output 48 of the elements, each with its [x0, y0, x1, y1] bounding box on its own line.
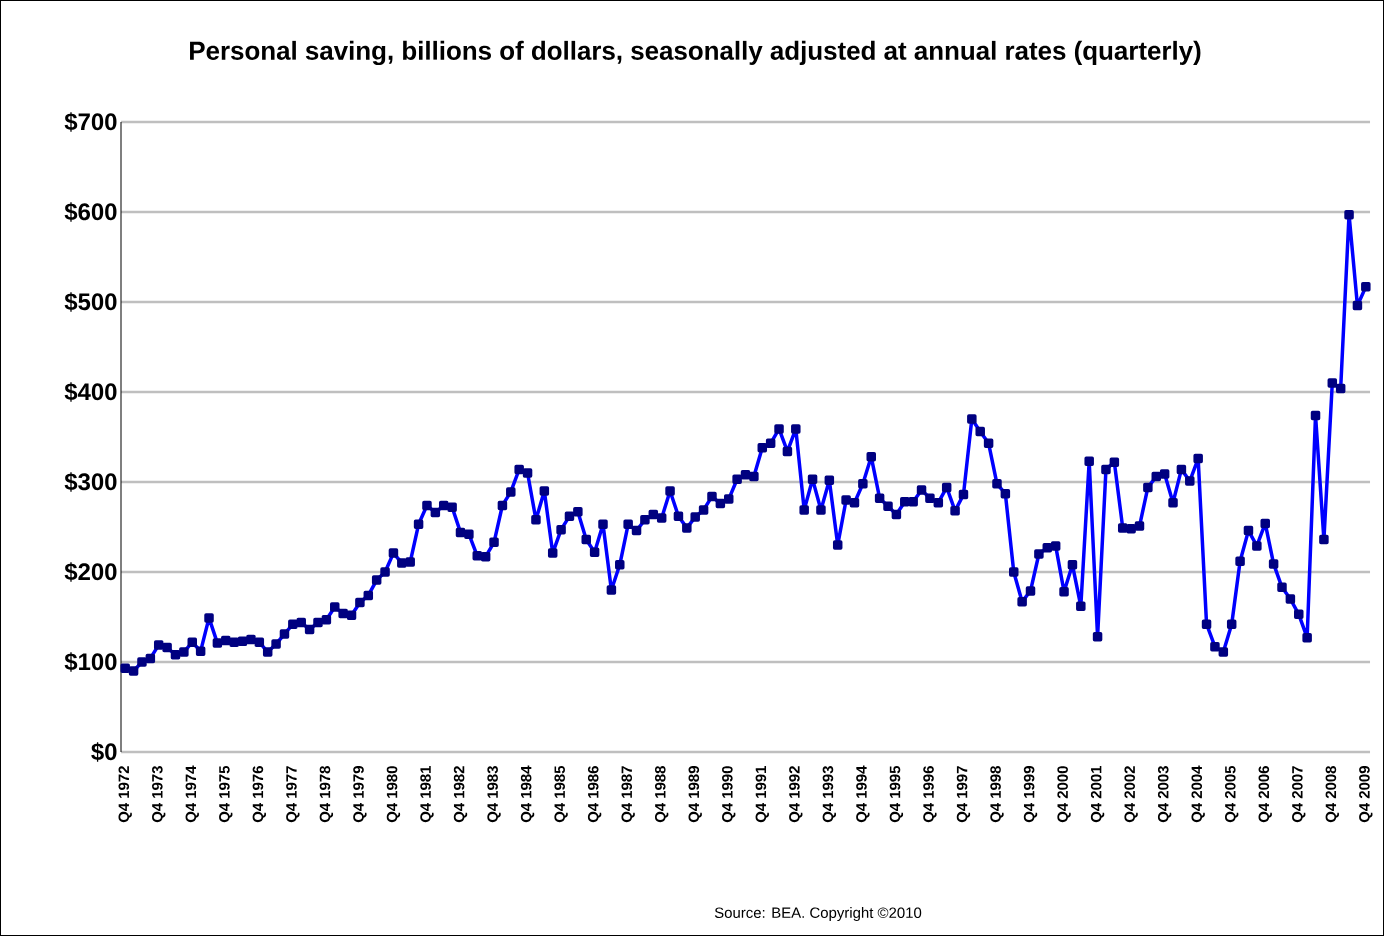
x-tick-label: Q4 1975 — [219, 765, 233, 823]
x-tick-label: Q4 2006 — [1258, 766, 1272, 823]
y-tick-label: $200 — [64, 562, 117, 582]
x-tick-label: Q4 1996 — [923, 766, 937, 823]
x-tick-label: Q4 1994 — [856, 765, 870, 823]
x-tick-label: Q4 2004 — [1191, 765, 1205, 823]
x-tick-label: Q4 1982 — [453, 766, 468, 823]
x-tick-label: Q4 2000 — [1057, 766, 1071, 823]
x-tick-label: Q4 1972 — [118, 766, 132, 823]
x-tick-label: Q4 1984 — [520, 765, 535, 823]
x-tick-label: Q4 1993 — [822, 766, 837, 823]
x-tick-label: Q4 1995 — [889, 765, 904, 823]
x-tick-label: Q4 1978 — [319, 766, 334, 823]
x-tick-label: Q4 1987 — [621, 766, 635, 823]
x-tick-label: Q4 1990 — [722, 766, 736, 823]
y-tick-label: $700 — [64, 112, 117, 132]
x-tick-label: Q4 1999 — [1023, 766, 1038, 823]
x-tick-label: Q4 1976 — [252, 766, 266, 823]
x-tick-label: Q4 1980 — [386, 766, 401, 823]
x-tick-label: Q4 1992 — [789, 766, 803, 823]
x-tick-label: Q4 1973 — [152, 766, 166, 823]
x-tick-label: Q4 1981 — [420, 765, 434, 823]
x-tick-label: Q4 2002 — [1124, 766, 1138, 823]
x-tick-label: Q4 2007 — [1292, 766, 1306, 823]
x-tick-label: Q4 2003 — [1157, 766, 1172, 823]
y-tick-label: $500 — [64, 292, 117, 312]
x-tick-label: Q4 1979 — [353, 766, 367, 823]
x-tick-label: Q4 2008 — [1325, 766, 1339, 823]
x-tick-label: Q4 1977 — [286, 766, 300, 823]
y-tick-label: $600 — [64, 202, 117, 222]
x-tick-label: Q4 1974 — [185, 765, 199, 823]
x-tick-label: Q4 2009 — [1359, 766, 1373, 823]
x-tick-label: Q4 2005 — [1225, 765, 1239, 823]
y-tick-label: $0 — [91, 742, 117, 762]
y-tick-label: $100 — [64, 652, 117, 672]
x-tick-label: Q4 1986 — [587, 766, 602, 823]
chart-title: Personal saving, billions of dollars, seasonally adjusted at annual rates (quarterly) — [190, 40, 1201, 66]
source-note: Source: BEA. Copyright ©2010 — [714, 907, 922, 921]
x-tick-label: Q4 1988 — [654, 766, 669, 823]
x-tick-label: Q4 1991 — [755, 765, 769, 823]
x-tick-label: Q4 1983 — [487, 766, 501, 823]
y-tick-label: $400 — [64, 382, 117, 402]
x-tick-label: Q4 2001 — [1090, 765, 1105, 823]
x-tick-label: Q4 1989 — [688, 766, 702, 823]
y-tick-label: $300 — [64, 472, 117, 492]
x-tick-label: Q4 1985 — [554, 765, 568, 823]
x-tick-label: Q4 1997 — [956, 766, 971, 823]
x-tick-label: Q4 1998 — [990, 766, 1004, 823]
